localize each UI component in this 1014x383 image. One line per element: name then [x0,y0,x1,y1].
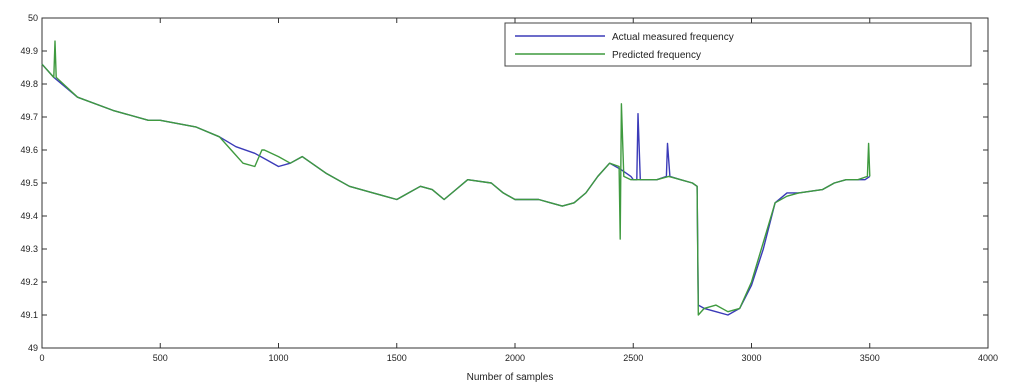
legend-label-predicted: Predicted frequency [612,50,701,61]
y-tick-label: 49.4 [20,211,38,221]
x-tick-label: 2000 [505,353,525,363]
x-tick-label: 500 [153,353,168,363]
legend: Actual measured frequency Predicted freq… [504,22,972,67]
y-tick-label: 50 [28,13,38,23]
y-tick-label: 49 [28,343,38,353]
series-lines [41,40,871,316]
series-line-predicted [41,40,871,316]
x-tick-label: 1500 [387,353,407,363]
x-axis-label: Number of samples [467,372,554,383]
x-tick-label: 0 [39,353,44,363]
legend-label-actual: Actual measured frequency [612,32,734,43]
y-tick-label: 49.6 [20,145,38,155]
y-tick-label: 49.8 [20,79,38,89]
axis-ticks: 0 500 1000 1500 2000 2500 3000 3500 4000 49 49.1 49… [20,13,998,363]
x-tick-label: 2500 [623,353,643,363]
x-tick-label: 3500 [860,353,880,363]
x-tick-label: 4000 [978,353,998,363]
x-tick-label: 1000 [268,353,288,363]
y-tick-label: 49.7 [20,112,38,122]
y-tick-label: 49.3 [20,244,38,254]
legend-box [504,22,972,67]
plot-frame [41,17,989,349]
y-tick-label: 49.5 [20,178,38,188]
y-tick-label: 49.2 [20,277,38,287]
x-tick-label: 3000 [741,353,761,363]
y-tick-label: 49.1 [20,310,38,320]
y-tick-label: 49.9 [20,46,38,56]
